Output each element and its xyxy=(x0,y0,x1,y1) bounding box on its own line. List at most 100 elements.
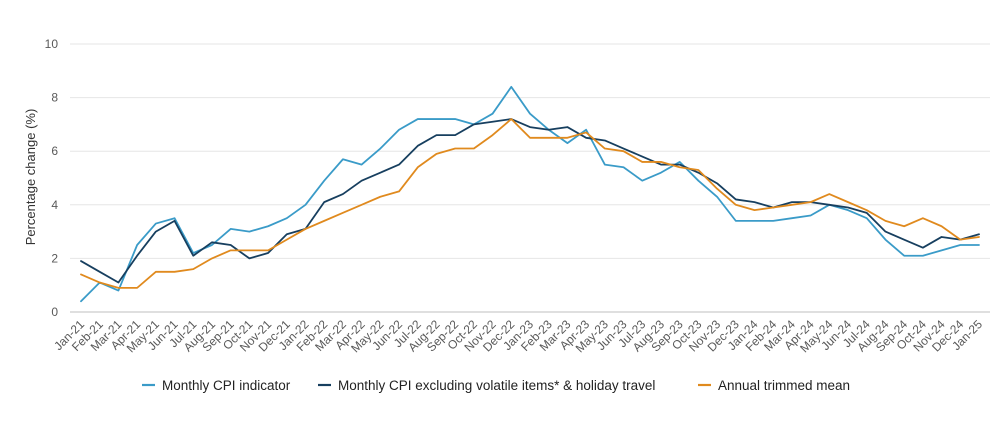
data-point xyxy=(322,219,326,223)
data-point xyxy=(547,128,551,132)
data-point xyxy=(397,128,401,132)
data-point xyxy=(603,163,607,167)
data-point xyxy=(229,243,233,247)
data-point xyxy=(846,200,850,204)
data-point xyxy=(360,203,364,207)
data-point xyxy=(902,254,906,258)
legend-item: Monthly CPI excluding volatile items* & … xyxy=(318,378,655,393)
data-point xyxy=(753,219,757,223)
data-point xyxy=(865,216,869,220)
data-point xyxy=(883,230,887,234)
data-point xyxy=(360,163,364,167)
data-point xyxy=(397,163,401,167)
data-point xyxy=(734,203,738,207)
y-tick-label: 10 xyxy=(45,37,59,51)
data-point xyxy=(809,200,813,204)
data-point xyxy=(528,136,532,140)
data-point xyxy=(528,112,532,116)
legend: Monthly CPI indicator Monthly CPI excludi… xyxy=(142,378,850,393)
data-point xyxy=(247,230,251,234)
data-point xyxy=(453,147,457,151)
y-axis-title: Percentage change (%) xyxy=(23,109,38,246)
data-point xyxy=(154,222,158,226)
data-point xyxy=(229,248,233,252)
data-point xyxy=(116,286,120,290)
data-point xyxy=(659,171,663,175)
data-point xyxy=(565,141,569,145)
data-point xyxy=(191,254,195,258)
data-point xyxy=(883,238,887,242)
data-point xyxy=(491,120,495,124)
data-point xyxy=(696,179,700,183)
legend-label: Annual trimmed mean xyxy=(718,378,850,393)
data-point xyxy=(659,160,663,164)
data-point xyxy=(378,171,382,175)
data-point xyxy=(883,219,887,223)
data-point xyxy=(809,214,813,218)
data-point xyxy=(378,195,382,199)
data-point xyxy=(173,270,177,274)
data-point xyxy=(79,272,83,276)
series-group xyxy=(80,118,980,284)
data-point xyxy=(229,227,233,231)
data-point xyxy=(753,200,757,204)
y-tick-label: 2 xyxy=(51,251,58,265)
data-point xyxy=(640,179,644,183)
data-point xyxy=(734,219,738,223)
data-point xyxy=(135,254,139,258)
data-point xyxy=(753,208,757,212)
data-point xyxy=(397,189,401,193)
data-point xyxy=(285,232,289,236)
data-point xyxy=(865,208,869,212)
data-point xyxy=(135,286,139,290)
y-axis: 0 2 4 6 8 10 xyxy=(45,37,59,319)
data-point xyxy=(678,165,682,169)
data-point xyxy=(453,117,457,121)
data-point xyxy=(622,165,626,169)
data-point xyxy=(940,224,944,228)
data-point xyxy=(247,256,251,260)
y-tick-label: 6 xyxy=(51,144,58,158)
data-point xyxy=(640,155,644,159)
data-point xyxy=(247,248,251,252)
data-point xyxy=(902,238,906,242)
data-point xyxy=(603,147,607,151)
data-point xyxy=(565,125,569,129)
data-point xyxy=(734,197,738,201)
data-point xyxy=(528,125,532,129)
data-point xyxy=(416,117,420,121)
data-point xyxy=(341,192,345,196)
data-point xyxy=(285,216,289,220)
data-point xyxy=(715,195,719,199)
y-tick-label: 8 xyxy=(51,91,58,105)
data-point xyxy=(266,224,270,228)
data-point xyxy=(921,254,925,258)
data-point xyxy=(940,235,944,239)
data-point xyxy=(715,187,719,191)
data-point xyxy=(491,112,495,116)
legend-item: Annual trimmed mean xyxy=(698,378,850,393)
data-point xyxy=(977,243,981,247)
data-point xyxy=(958,243,962,247)
data-point xyxy=(266,248,270,252)
data-point xyxy=(79,299,83,303)
data-point xyxy=(378,147,382,151)
data-point xyxy=(790,216,794,220)
data-point xyxy=(902,224,906,228)
data-point xyxy=(135,243,139,247)
data-point xyxy=(322,179,326,183)
data-point xyxy=(958,238,962,242)
data-point xyxy=(472,147,476,151)
y-tick-label: 4 xyxy=(51,198,58,212)
legend-label: Monthly CPI excluding volatile items* & … xyxy=(338,378,655,393)
data-point xyxy=(322,200,326,204)
data-point xyxy=(304,227,308,231)
data-point xyxy=(584,136,588,140)
data-point xyxy=(154,230,158,234)
data-point xyxy=(696,168,700,172)
data-point xyxy=(603,138,607,142)
data-point xyxy=(98,270,102,274)
data-point xyxy=(584,130,588,134)
y-tick-label: 0 xyxy=(51,305,58,319)
